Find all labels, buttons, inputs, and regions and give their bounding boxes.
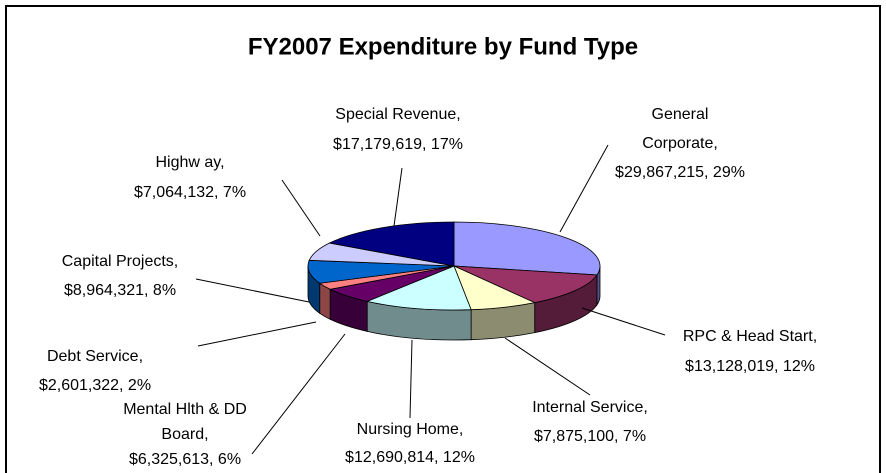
pie-slice: [328, 221, 455, 267]
pie-slice: [365, 265, 472, 311]
data-label: Corporate,: [642, 135, 718, 152]
data-label: Mental Hlth & DD: [123, 401, 247, 418]
data-label: $29,867,215, 29%: [615, 164, 745, 181]
leader-line: [281, 179, 321, 237]
leader-line: [409, 339, 413, 419]
data-label: Debt Service,: [47, 348, 143, 365]
data-label: $7,064,132, 7%: [134, 184, 246, 201]
data-label: $8,964,321, 8%: [64, 282, 176, 299]
leader-line: [197, 321, 317, 347]
leader-line: [393, 167, 403, 227]
data-label: Board,: [161, 426, 208, 443]
data-label: $6,325,613, 6%: [129, 451, 241, 468]
leader-line: [581, 307, 666, 336]
chart-title: FY2007 Expenditure by Fund Type: [248, 33, 638, 60]
data-label: $2,601,322, 2%: [39, 377, 151, 394]
leader-line: [195, 278, 310, 303]
data-label: $13,128,019, 12%: [685, 358, 815, 375]
pie-slice: [453, 265, 598, 304]
data-label: Nursing Home,: [357, 421, 464, 438]
leader-line: [504, 337, 591, 396]
leader-line: [559, 144, 609, 233]
data-label: General: [652, 106, 709, 123]
data-label: Special Revenue,: [335, 106, 460, 123]
data-label: Internal Service,: [532, 399, 648, 416]
data-label: Highw ay,: [155, 154, 224, 171]
data-label: RPC & Head Start,: [683, 328, 817, 345]
data-label: Capital Projects,: [62, 253, 179, 270]
pie-slice: [453, 221, 601, 276]
data-label: $12,690,814, 12%: [345, 449, 475, 466]
leader-line: [251, 333, 346, 455]
data-label: $7,875,100, 7%: [534, 428, 646, 445]
data-label: $17,179,619, 17%: [333, 136, 463, 153]
